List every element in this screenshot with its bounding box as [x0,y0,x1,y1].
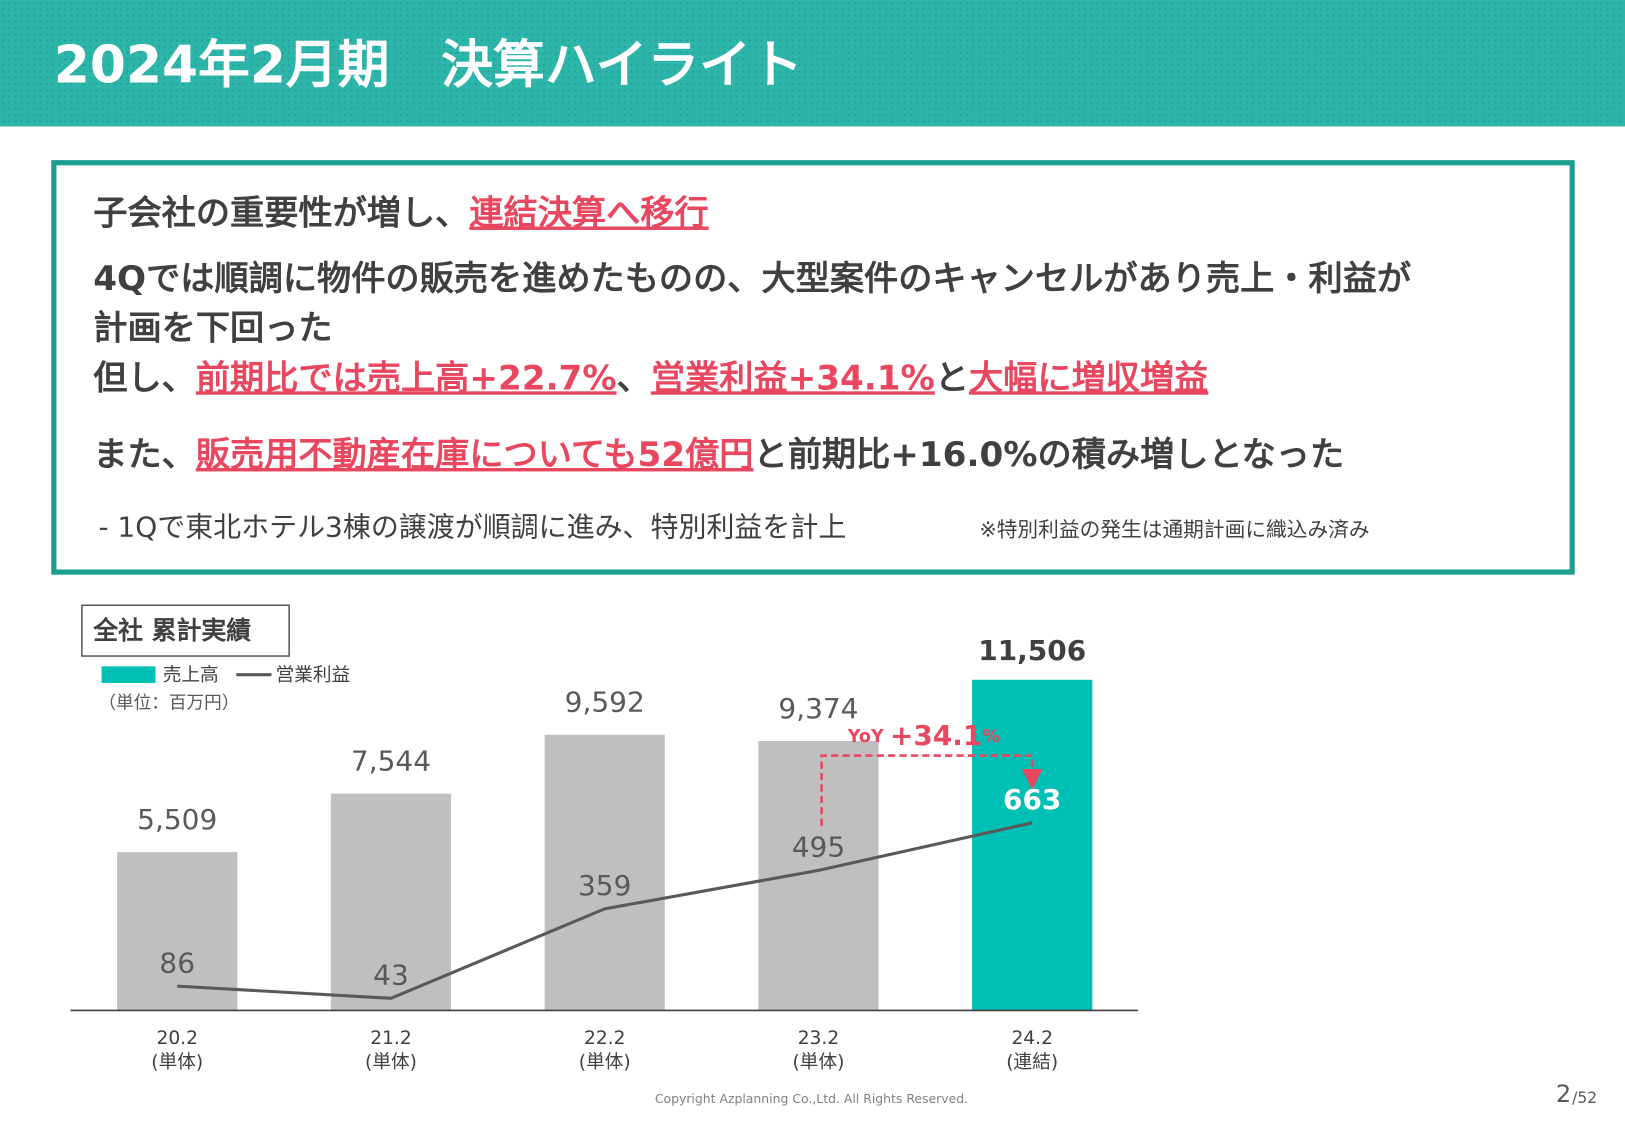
highlight-box [51,160,1575,575]
bar-value-label: 9,374 [778,692,858,725]
emphasis-text: 大幅に増収増益 [969,358,1208,398]
x-tick-label: 22.2 [584,1028,626,1049]
highlight-line: また、販売用不動産在庫についても52億円と前期比+16.0%の積み増しとなった [93,435,1344,475]
line-value-label: 663 [1003,783,1061,816]
highlight-line: 4Qでは順調に物件の販売を進めたものの、大型案件のキャンセルがあり売上・利益が [93,258,1412,298]
line-value-label: 43 [373,959,409,992]
highlight-lines: 子会社の重要性が増し、連結決算へ移行 4Qでは順調に物件の販売を進めたものの、大型… [93,193,1412,474]
x-tick-note: (単体) [793,1052,845,1073]
yoy-value: +34.1 [890,719,982,752]
highlight-line: 計画を下回った [93,308,332,348]
bar [117,852,238,1011]
x-tick-label: 20.2 [156,1028,198,1049]
x-tick-note: (単体) [151,1052,203,1073]
side-note: ※特別利益の発生は通期計画に織込み済み [979,518,1369,542]
x-tick-note: (連結) [1006,1052,1058,1073]
emphasis-text: 営業利益+34.1% [651,358,935,398]
emphasis-text: 前期比では売上高+22.7% [196,358,617,398]
bar-value-label: 5,509 [137,803,217,836]
highlight-text: 但し、 [93,358,196,398]
bar [544,734,665,1011]
copyright: Copyright Azplanning Co.,Ltd. All Rights… [655,1091,968,1106]
line-value-label: 495 [792,831,845,864]
chart-title-box [81,604,290,657]
bar [758,741,879,1011]
emphasis-text: 連結決算へ移行 [469,193,708,233]
page-number: 2 [1556,1080,1571,1108]
yoy-prefix: YoY [847,727,884,747]
slide-title: 2024年2月期 決算ハイライト [54,35,803,95]
bar [330,793,452,1011]
note: - 1Qで東北ホテル3棟の譲渡が順調に進み、特別利益を計上 [98,511,846,544]
x-tick-note: (単体) [579,1052,631,1073]
x-tick-note: (単体) [365,1052,417,1073]
header-band [0,0,1625,127]
page-total: /52 [1572,1089,1597,1107]
legend-swatch [101,666,156,683]
line-value-label: 359 [578,869,631,902]
highlight-text: また、 [93,435,196,475]
yoy-label: YoY +34.1% [847,719,1001,752]
chart-title: 全社 累計実績 [92,616,251,645]
line-value-label: 86 [159,946,195,979]
x-tick-label: 24.2 [1011,1028,1053,1049]
x-tick-label: 21.2 [370,1028,412,1049]
yoy-arrow [820,754,1043,826]
highlight-text: 4Qでは順調に物件の販売を進めたものの、大型案件のキャンセルがあり売上・利益が [93,258,1412,298]
emphasis-text: 販売用不動産在庫についても52億円 [196,435,754,475]
bar [972,679,1093,1011]
bar-value-label: 11,506 [978,634,1086,667]
highlight-text: と [935,358,969,398]
highlight-text: と前期比+16.0%の積み増しとなった [754,435,1345,475]
highlight-text: 計画を下回った [93,308,332,348]
line [177,821,1033,1000]
highlight-line: 子会社の重要性が増し、連結決算へ移行 [93,193,708,233]
legend-label: 売上高 [163,665,219,686]
highlight-line: 但し、前期比では売上高+22.7%、営業利益+34.1%と大幅に増収増益 [93,358,1208,398]
legend-label: 営業利益 [276,665,351,686]
highlight-text: 子会社の重要性が増し、 [93,193,469,233]
x-tick-label: 23.2 [798,1028,840,1049]
yoy-suffix: % [982,727,1000,747]
bar-value-label: 9,592 [565,686,645,719]
bar-value-label: 7,544 [351,745,431,778]
chart: 5,509 7,544 9,592 9,374 11,506 86 43 359 495 663 2… [70,634,1138,1073]
unit-label: （単位：百万円） [98,694,239,714]
highlight-text: 、 [617,358,651,398]
